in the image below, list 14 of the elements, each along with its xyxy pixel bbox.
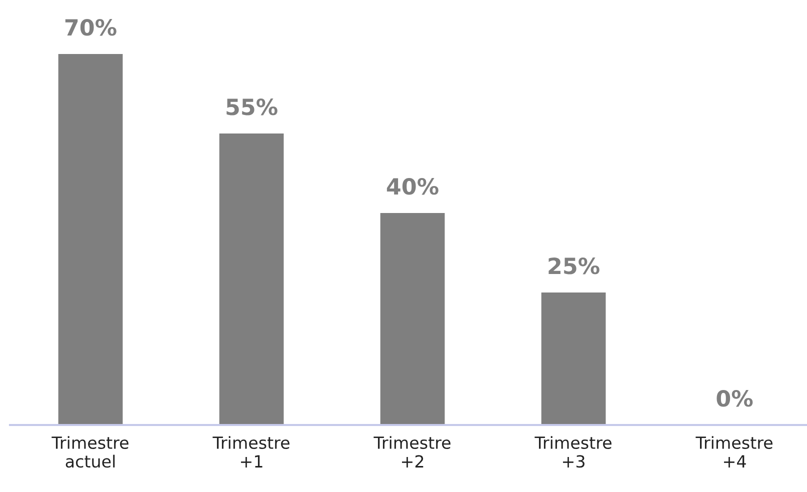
bar	[541, 292, 606, 425]
data-label: 40%	[386, 178, 438, 195]
data-label: 70%	[65, 18, 116, 36]
bar	[380, 213, 445, 425]
bar	[219, 134, 284, 425]
x-tick-label: Trimestre actuel	[52, 436, 128, 468]
data-label: 55%	[226, 98, 278, 116]
x-tick-label: Trimestre +1	[212, 436, 290, 468]
bar	[58, 54, 123, 425]
x-tick-label: Trimestre +3	[534, 436, 612, 468]
data-label: 0%	[716, 390, 753, 407]
x-tick-label: Trimestre +2	[374, 436, 450, 468]
x-tick-label: Trimestre +4	[696, 436, 772, 468]
data-label: 25%	[548, 257, 600, 274]
